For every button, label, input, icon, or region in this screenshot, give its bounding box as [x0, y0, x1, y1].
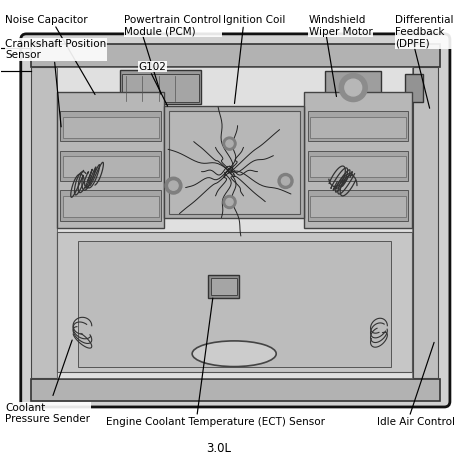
Bar	[308, 190, 409, 221]
Text: Engine Coolant Temperature (ECT) Sensor: Engine Coolant Temperature (ECT) Sensor	[106, 417, 325, 427]
Text: Powertrain Control
Module (PCM): Powertrain Control Module (PCM)	[125, 15, 222, 37]
Circle shape	[226, 199, 233, 206]
Bar	[310, 196, 406, 217]
Text: 3.0L: 3.0L	[206, 442, 231, 456]
Bar	[325, 71, 381, 106]
Bar	[57, 67, 411, 378]
Bar	[308, 151, 409, 181]
Circle shape	[282, 177, 290, 185]
Bar	[31, 379, 440, 401]
Bar	[310, 156, 406, 177]
Text: G102: G102	[138, 62, 166, 72]
Circle shape	[345, 79, 362, 96]
Bar	[412, 67, 438, 378]
Text: Ignition Coil: Ignition Coil	[222, 15, 285, 25]
Text: Windshield
Wiper Motor: Windshield Wiper Motor	[309, 15, 373, 37]
Bar	[209, 275, 239, 298]
Bar	[78, 241, 391, 367]
Bar	[61, 111, 161, 141]
Circle shape	[226, 140, 233, 147]
Bar	[308, 111, 409, 141]
Text: Crankshaft Position
Sensor: Crankshaft Position Sensor	[5, 38, 107, 60]
FancyBboxPatch shape	[21, 34, 450, 407]
Bar	[57, 232, 411, 373]
Bar	[211, 278, 237, 295]
Bar	[31, 44, 440, 66]
Circle shape	[223, 137, 236, 150]
Bar	[63, 196, 158, 217]
Bar	[63, 117, 158, 137]
Circle shape	[278, 173, 293, 189]
Bar	[122, 73, 199, 101]
Bar	[61, 190, 161, 221]
Bar	[63, 156, 158, 177]
Bar	[61, 151, 161, 181]
Bar	[304, 92, 411, 228]
Text: Differential
Feedback
(DPFE): Differential Feedback (DPFE)	[395, 15, 454, 48]
Bar	[164, 106, 304, 219]
Text: Coolant
Pressure Sender: Coolant Pressure Sender	[5, 403, 91, 424]
Bar	[57, 92, 164, 228]
Circle shape	[339, 73, 367, 101]
Bar	[120, 70, 201, 104]
Bar	[31, 67, 57, 378]
Bar	[310, 117, 406, 137]
Circle shape	[165, 177, 182, 194]
Bar	[405, 73, 423, 101]
Text: Noise Capacitor: Noise Capacitor	[5, 15, 88, 25]
Circle shape	[169, 181, 178, 190]
Text: Idle Air Control: Idle Air Control	[377, 417, 455, 427]
Ellipse shape	[192, 341, 276, 366]
Circle shape	[223, 195, 236, 209]
Bar	[169, 111, 300, 214]
